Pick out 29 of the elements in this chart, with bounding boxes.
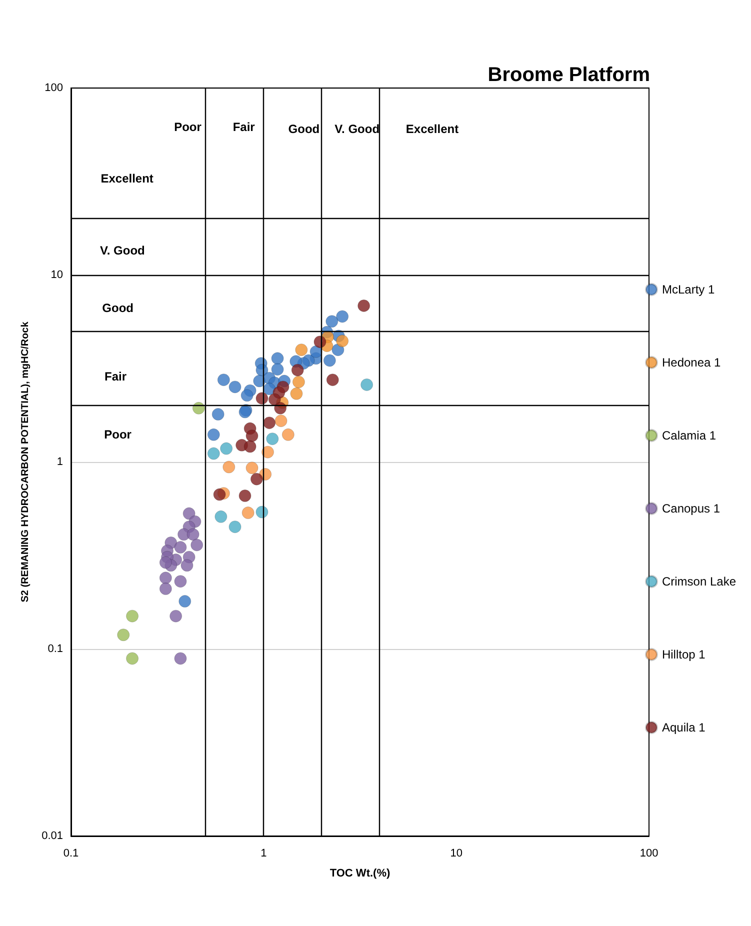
y-tick-label: 1 <box>56 456 63 468</box>
annotation: Poor <box>104 427 132 442</box>
y-tick-label: 0.01 <box>42 830 63 842</box>
annotation: Good <box>102 300 134 315</box>
annotation: V. Good <box>100 243 145 258</box>
x-axis-title: TOC Wt.(%) <box>330 868 390 880</box>
legend-label: Canopus 1 <box>662 502 720 516</box>
annotation: Poor <box>174 120 202 134</box>
x-tick-label: 1 <box>260 848 267 860</box>
legend-label: McLarty 1 <box>662 282 715 296</box>
chart-title: Broome Platform <box>488 64 650 86</box>
annotation: Good <box>288 122 320 136</box>
legend-label: Hedonea 1 <box>662 356 722 370</box>
y-axis-title: S2 (REMANING HYDROCARBON POTENTIAL), mgHC/Rock <box>20 321 32 602</box>
legend-label: Hilltop 1 <box>662 648 706 662</box>
x-tick-label: 100 <box>640 848 658 860</box>
annotation: V. Good <box>334 122 380 136</box>
legend-label: Calamia 1 <box>662 428 716 442</box>
legend-label: Aquila 1 <box>662 720 706 734</box>
y-tick-label: 0.1 <box>48 643 63 655</box>
y-tick-label: 10 <box>50 269 63 281</box>
annotation: Fair <box>232 120 256 134</box>
x-tick-label: 0.1 <box>63 848 79 860</box>
annotation: Fair <box>104 370 127 384</box>
x-tick-label: 10 <box>450 848 462 860</box>
legend-label: Crimson Lake <box>662 574 736 588</box>
annotation: Excellent <box>100 172 154 186</box>
annotation: Excellent <box>406 122 459 136</box>
y-tick-label: 100 <box>44 82 63 94</box>
